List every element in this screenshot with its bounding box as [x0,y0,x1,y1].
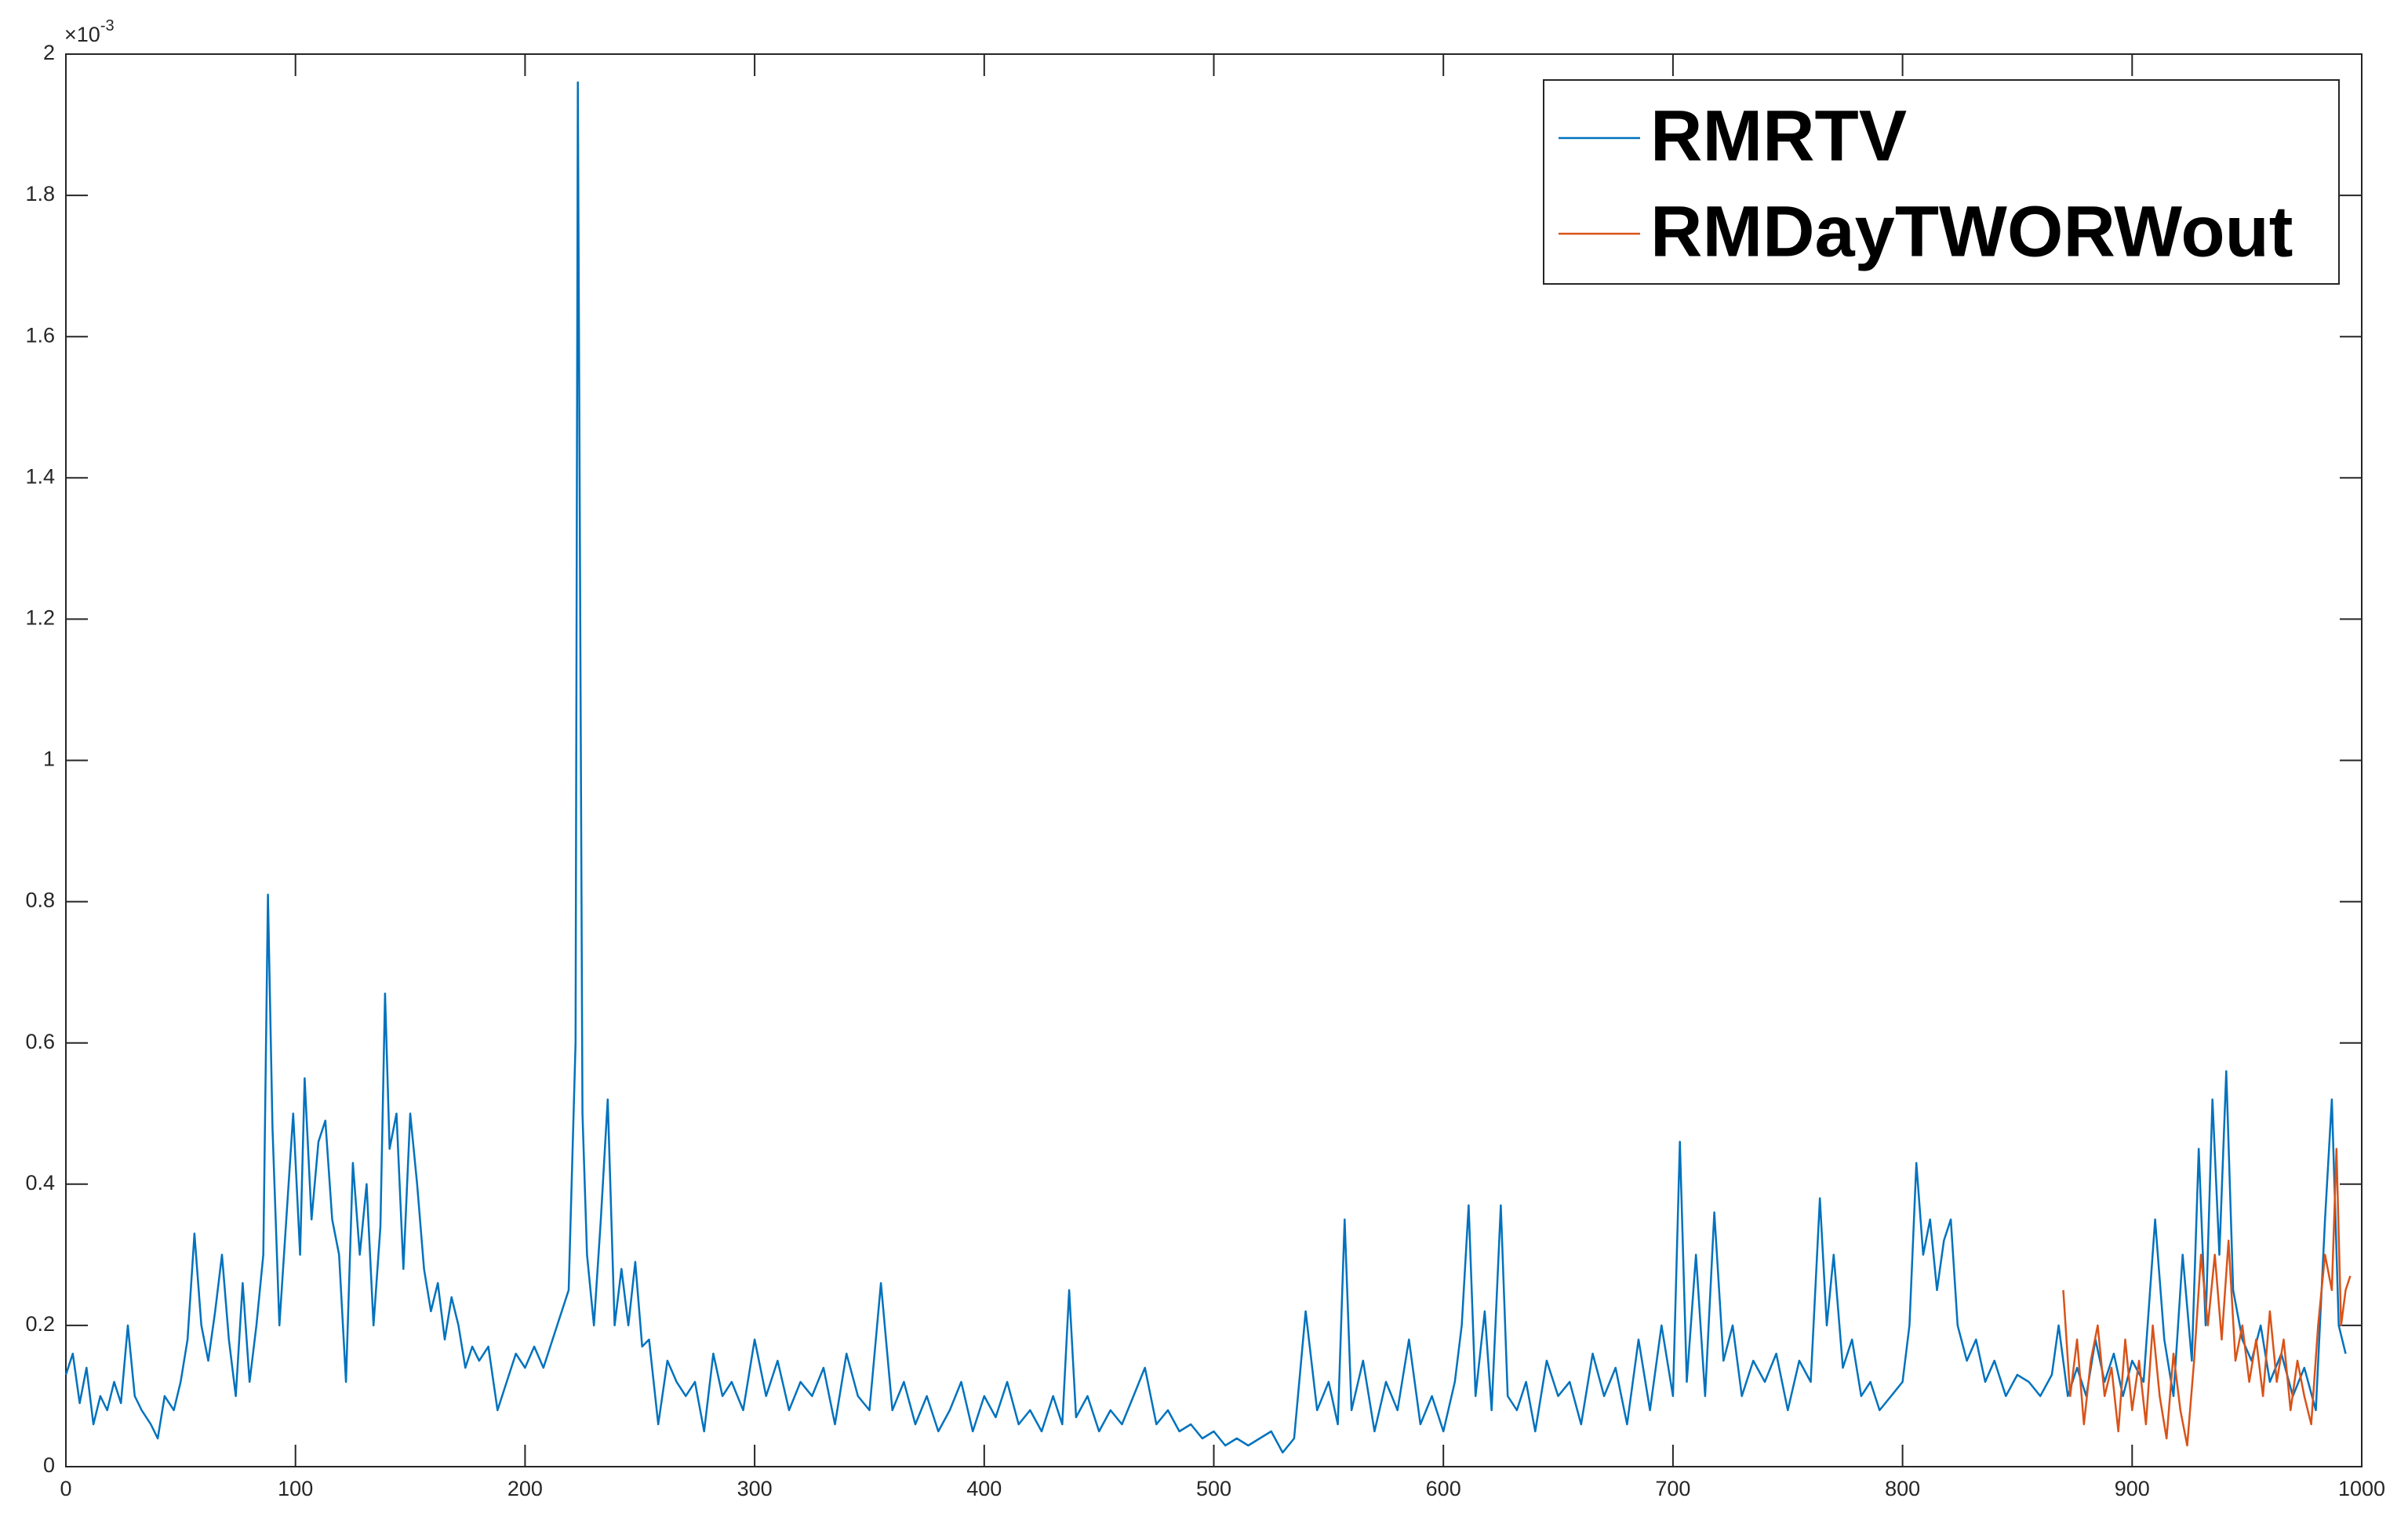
x-tick-label: 200 [507,1477,543,1500]
x-tick-label: 900 [2115,1477,2150,1500]
x-tick-label: 400 [966,1477,1002,1500]
y-tick-label: 1.6 [25,323,55,347]
legend-box [1543,79,2340,285]
y-multiplier: ×10-3 [64,17,115,46]
y-tick-label: 2 [43,41,55,64]
axes-box [65,53,2363,1467]
x-tick-label: 600 [1426,1477,1461,1500]
y-tick-label: 0.6 [25,1030,55,1053]
y-tick-label: 1.2 [25,606,55,630]
y-tick-label: 0.4 [25,1171,55,1195]
legend-label: RMRTV [1650,96,1907,176]
x-tick-label: 0 [60,1477,71,1500]
x-tick-label: 500 [1196,1477,1231,1500]
y-tick-label: 1.4 [25,464,55,488]
multiplier-exponent: -3 [100,17,115,35]
series-line [2062,1147,2352,1447]
x-tick-label: 1000 [2338,1477,2385,1500]
x-tick-label: 300 [737,1477,773,1500]
series-line [64,81,2347,1454]
y-tick-label: 1.8 [25,182,55,205]
legend-label: RMDayTWORWout [1650,191,2293,271]
x-tick-label: 100 [278,1477,313,1500]
x-tick-label: 700 [1655,1477,1690,1500]
multiplier-base: ×10 [64,23,100,46]
y-tick-label: 1 [43,747,55,771]
y-tick-label: 0 [43,1453,55,1477]
y-tick-label: 0.8 [25,889,55,912]
x-tick-label: 800 [1885,1477,1920,1500]
y-tick-label: 0.2 [25,1312,55,1336]
